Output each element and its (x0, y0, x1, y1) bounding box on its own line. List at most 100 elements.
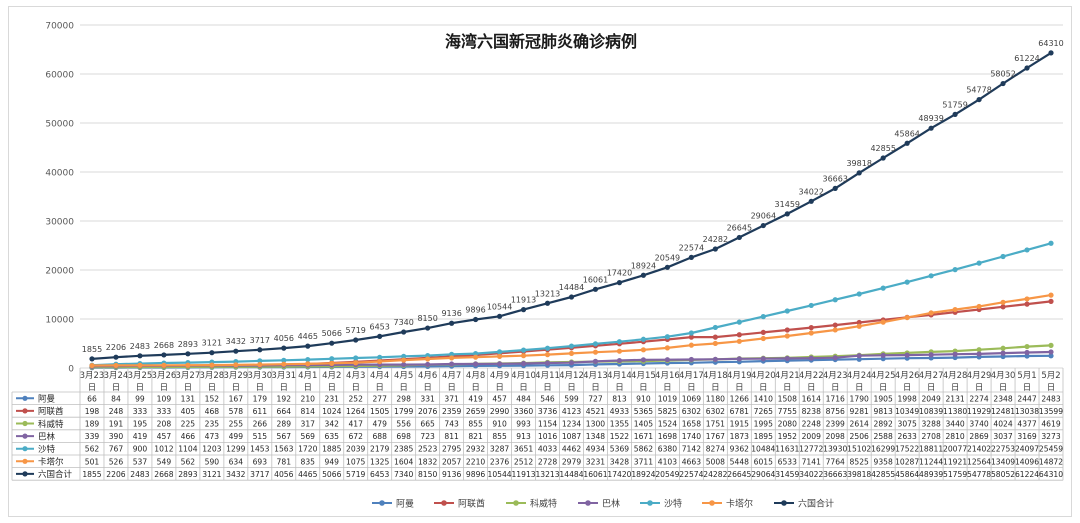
data-point (904, 314, 910, 321)
table-cell: 688 (372, 432, 387, 441)
data-label: 17420 (607, 269, 632, 278)
y-tick-label: 10000 (45, 316, 74, 326)
table-cell: 599 (564, 394, 579, 403)
table-cell: 8238 (802, 407, 821, 416)
x-tick-label: 日 (567, 383, 576, 393)
data-point (209, 350, 215, 356)
data-point (113, 354, 119, 360)
legend-marker (585, 500, 591, 506)
table-cell: 2893 (178, 470, 197, 479)
table-cell: 289 (277, 420, 292, 429)
table-cell: 1355 (610, 420, 629, 429)
table-cell: 266 (253, 420, 268, 429)
table-cell: 4377 (1017, 420, 1036, 429)
table-cell: 1740 (682, 432, 701, 441)
data-point (472, 316, 479, 323)
chart-frame (8, 6, 1072, 517)
data-point (1024, 349, 1030, 356)
table-cell: 1698 (658, 432, 677, 441)
data-point (808, 302, 814, 309)
data-point (449, 320, 455, 326)
table-cell: 767 (109, 445, 124, 454)
table-cell: 2098 (826, 432, 845, 441)
table-cell: 12772 (799, 445, 823, 454)
table-cell: 14484 (559, 470, 583, 479)
table-cell: 99 (135, 394, 145, 403)
table-cell: 693 (253, 457, 268, 466)
table-cell: 2512 (514, 457, 533, 466)
table-cell: 61224 (1015, 470, 1039, 479)
data-point (401, 329, 407, 335)
data-point (736, 234, 742, 241)
data-point (832, 185, 838, 191)
data-point (832, 322, 838, 328)
data-point (1024, 301, 1030, 307)
data-point (712, 246, 718, 252)
table-cell: 855 (492, 432, 507, 441)
x-tick-label: 4月13 (583, 371, 608, 381)
data-point (616, 339, 623, 345)
data-point (377, 358, 383, 365)
data-point (305, 356, 311, 363)
data-label: 2893 (178, 340, 198, 349)
table-cell: 9358 (874, 457, 893, 466)
table-cell: 1614 (802, 394, 821, 403)
table-row-label: 科威特 (38, 419, 64, 430)
table-cell: 5825 (658, 407, 677, 416)
table-cell: 210 (301, 394, 316, 403)
table-cell: 6015 (754, 457, 773, 466)
data-point (736, 356, 742, 362)
legend-label: 科威特 (530, 498, 557, 510)
table-cell: 1905 (874, 394, 893, 403)
table-cell: 208 (157, 420, 172, 429)
data-point (1048, 292, 1054, 298)
data-label: 58052 (990, 70, 1015, 79)
data-point (544, 345, 551, 351)
table-cell: 2057 (442, 457, 461, 466)
table-cell: 3288 (921, 420, 940, 429)
table-cell: 1410 (754, 394, 773, 403)
table-cell: 2131 (945, 394, 964, 403)
table-cell: 1508 (778, 394, 797, 403)
data-point (712, 324, 718, 331)
table-cell: 3075 (897, 420, 916, 429)
data-point (904, 352, 910, 358)
x-tick-label: 4月18 (703, 371, 728, 381)
table-cell: 2795 (442, 445, 461, 454)
table-cell: 4619 (1041, 420, 1060, 429)
x-tick-label: 日 (711, 383, 720, 393)
x-tick-label: 日 (759, 383, 768, 393)
table-cell: 2385 (394, 445, 413, 454)
table-cell: 1266 (730, 394, 749, 403)
table-cell: 25459 (1039, 445, 1063, 454)
data-point (1048, 353, 1054, 359)
table-cell: 2447 (1017, 394, 1036, 403)
table-row-label: 阿曼 (38, 395, 56, 405)
table-cell: 1325 (370, 457, 389, 466)
y-tick-label: 70000 (45, 22, 74, 32)
data-point (161, 362, 167, 368)
table-legend-marker (22, 395, 28, 401)
table-row-label: 沙特 (38, 444, 56, 455)
table-cell: 195 (133, 420, 148, 429)
data-point (664, 357, 671, 363)
data-point (976, 347, 982, 353)
table-cell: 191 (109, 420, 124, 429)
data-point (616, 280, 623, 286)
data-point (209, 362, 215, 368)
table-cell: 24097 (1015, 445, 1039, 454)
table-cell: 10287 (895, 457, 919, 466)
table-cell: 501 (85, 457, 100, 466)
table-cell: 1154 (538, 420, 557, 429)
table-cell: 255 (229, 420, 244, 429)
legend-label: 卡塔尔 (726, 498, 753, 510)
x-tick-label: 4月24 (847, 371, 872, 381)
y-tick-label: 20000 (45, 267, 74, 277)
data-point (1048, 342, 1054, 348)
table-cell: 515 (253, 432, 268, 441)
table-cell: 1234 (562, 420, 581, 429)
legend-label: 阿联酋 (458, 498, 485, 510)
table-cell: 855 (468, 420, 483, 429)
table-cell: 34022 (799, 470, 823, 479)
table-cell: 7141 (802, 457, 821, 466)
